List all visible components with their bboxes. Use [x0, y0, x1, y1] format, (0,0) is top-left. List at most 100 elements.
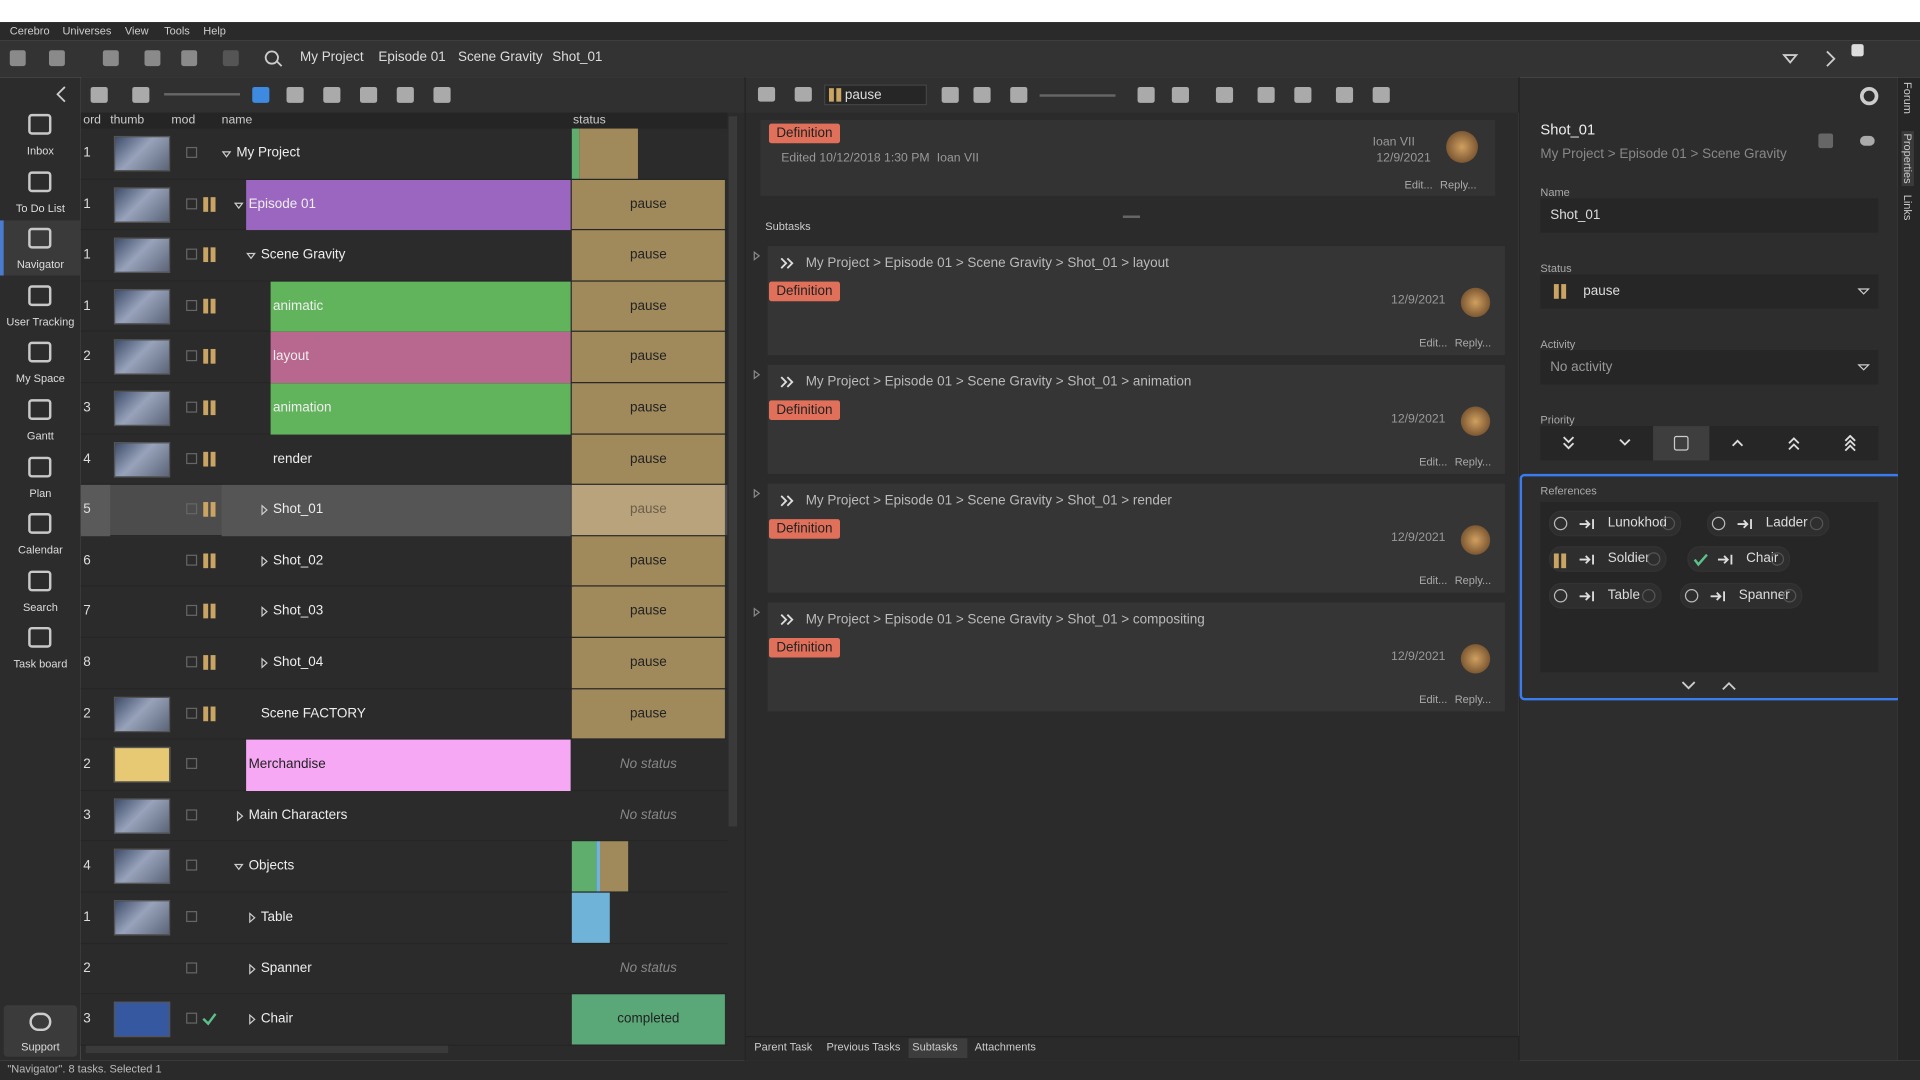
name-cell[interactable]: Shot_02: [273, 553, 324, 568]
subtask-edit[interactable]: Edit...: [1419, 336, 1448, 349]
reference-name[interactable]: Chair: [1746, 551, 1779, 566]
subtask-expand-shape: [753, 251, 761, 261]
mod-flag: [186, 911, 198, 923]
menu-item[interactable]: Help: [203, 24, 226, 37]
sidebar-item[interactable]: To Do List: [15, 201, 65, 214]
field-input[interactable]: [1540, 274, 1879, 309]
support-label[interactable]: Support: [21, 1040, 60, 1054]
name-cell[interactable]: layout: [273, 349, 310, 365]
table-row[interactable]: [80, 790, 728, 842]
sidebar-item[interactable]: Navigator: [16, 258, 64, 271]
subtask-reply[interactable]: Reply...: [1454, 336, 1492, 349]
menu-item[interactable]: Universes: [62, 24, 112, 37]
definition-edit[interactable]: Edit...: [1404, 178, 1433, 192]
priority-button[interactable]: [1709, 426, 1766, 461]
reference-name[interactable]: Table: [1607, 587, 1640, 603]
sidebar-item[interactable]: Task board: [13, 658, 68, 671]
sidebar-item[interactable]: Gantt: [26, 429, 54, 443]
side-tab[interactable]: Links: [1901, 194, 1914, 221]
menu-item[interactable]: Tools: [164, 24, 190, 37]
sidebar-item[interactable]: Plan: [29, 486, 52, 500]
reference-chip[interactable]: [1548, 546, 1667, 572]
sidebar-icon: [28, 570, 52, 592]
status-progress-bar: [571, 892, 610, 943]
table-row[interactable]: [80, 943, 728, 995]
subtask-reply[interactable]: Reply...: [1454, 693, 1492, 706]
priority-button[interactable]: [1822, 426, 1879, 461]
name-cell[interactable]: Spanner: [260, 960, 312, 976]
reference-name[interactable]: Soldier: [1607, 551, 1650, 566]
side-tab[interactable]: Properties: [1901, 131, 1914, 187]
name-cell[interactable]: Merchandise: [248, 756, 326, 772]
name-cell[interactable]: Table: [260, 909, 294, 925]
definition-reply[interactable]: Reply...: [1440, 178, 1477, 192]
name-cell[interactable]: Shot_01: [273, 502, 324, 517]
column-header[interactable]: status: [573, 113, 606, 128]
breadcrumb-item[interactable]: Scene Gravity: [457, 50, 543, 65]
breadcrumb-item[interactable]: My Project: [300, 50, 364, 65]
tab[interactable]: Attachments: [974, 1040, 1036, 1054]
subtask-path[interactable]: My Project > Episode 01 > Scene Gravity …: [805, 612, 1205, 627]
subtask-path[interactable]: My Project > Episode 01 > Scene Gravity …: [805, 493, 1172, 509]
name-cell[interactable]: Episode 01: [248, 196, 316, 212]
sidebar-item[interactable]: Search: [22, 600, 58, 614]
status-cell-text: pause: [630, 298, 667, 314]
priority-icon-shape: [1844, 434, 1856, 452]
name-cell[interactable]: Chair: [260, 1011, 294, 1027]
subtask-edit[interactable]: Edit...: [1419, 693, 1448, 706]
sidebar-item[interactable]: Inbox: [26, 144, 54, 157]
menu-item[interactable]: Cerebro: [9, 24, 50, 37]
name-cell[interactable]: render: [273, 451, 312, 467]
column-header[interactable]: thumb: [110, 113, 145, 128]
name-cell[interactable]: Scene Gravity: [260, 247, 346, 263]
subtask-reply[interactable]: Reply...: [1454, 574, 1492, 587]
side-tab[interactable]: Forum: [1901, 82, 1914, 114]
task-path: My Project > Episode 01 > Scene Gravity: [1540, 146, 1787, 162]
subtask-path[interactable]: My Project > Episode 01 > Scene Gravity …: [805, 374, 1192, 390]
name-cell[interactable]: Shot_03: [273, 604, 324, 619]
table-row[interactable]: [80, 841, 728, 893]
field-input[interactable]: [1540, 350, 1879, 385]
name-cell[interactable]: My Project: [236, 145, 300, 161]
name-cell[interactable]: animation: [273, 400, 332, 416]
tab[interactable]: Previous Tasks: [826, 1040, 901, 1054]
subtask-path[interactable]: My Project > Episode 01 > Scene Gravity …: [805, 255, 1169, 271]
reference-chip[interactable]: [1706, 510, 1830, 537]
table-row[interactable]: [80, 892, 728, 944]
reference-name[interactable]: Ladder: [1765, 515, 1808, 531]
column-header[interactable]: ord: [83, 113, 101, 128]
name-cell[interactable]: Shot_04: [273, 655, 324, 670]
reference-chip[interactable]: [1548, 510, 1682, 537]
nav-tool-icon: [252, 86, 270, 103]
priority-button[interactable]: [1653, 426, 1710, 461]
breadcrumb-item[interactable]: Episode 01: [378, 50, 446, 65]
subtask-edit[interactable]: Edit...: [1419, 455, 1448, 468]
reference-chip[interactable]: [1680, 582, 1803, 609]
completed-check: [202, 1013, 217, 1026]
subtask-reply[interactable]: Reply...: [1454, 455, 1492, 468]
search-icon-shape: [264, 50, 283, 67]
column-header[interactable]: mod: [171, 113, 196, 128]
column-header[interactable]: name: [221, 113, 253, 128]
task-tool-icon: [1137, 86, 1155, 103]
menu-item[interactable]: View: [124, 24, 149, 37]
top-margin: [0, 0, 1920, 23]
breadcrumb-item[interactable]: Shot_01: [552, 50, 603, 65]
tab[interactable]: Subtasks: [912, 1040, 958, 1054]
tab[interactable]: Parent Task: [754, 1040, 813, 1054]
subtask-date: 12/9/2021: [1391, 531, 1446, 545]
name-highlight: [246, 179, 571, 231]
toolbar-status[interactable]: pause: [844, 88, 882, 103]
subtask-expand-shape: [753, 488, 761, 499]
sidebar-item[interactable]: User Tracking: [6, 315, 75, 328]
name-cell[interactable]: animatic: [273, 298, 324, 314]
reference-name[interactable]: Lunokhod: [1607, 515, 1667, 531]
reference-name[interactable]: Spanner: [1738, 587, 1790, 603]
sidebar-item[interactable]: Calendar: [18, 543, 63, 557]
sidebar-item[interactable]: My Space: [15, 372, 65, 385]
name-cell[interactable]: Objects: [248, 858, 295, 874]
subtask-edit[interactable]: Edit...: [1419, 574, 1448, 587]
name-cell[interactable]: Main Characters: [248, 807, 348, 823]
field-input[interactable]: [1540, 198, 1879, 233]
name-cell[interactable]: Scene FACTORY: [260, 706, 366, 721]
